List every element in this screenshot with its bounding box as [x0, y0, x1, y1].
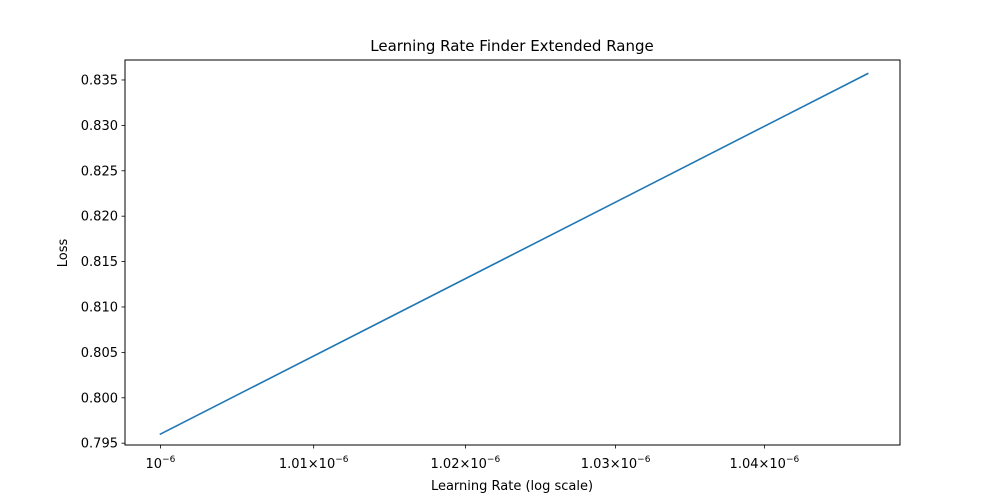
x-tick-label: 1.01×10−6 — [279, 455, 349, 472]
series-line-loss — [159, 72, 869, 436]
x-tick-label: 1.02×10−6 — [431, 455, 501, 472]
y-tick-label: 0.805 — [81, 346, 118, 361]
chart-title: Learning Rate Finder Extended Range — [370, 37, 654, 55]
y-tick-label: 0.795 — [81, 437, 118, 452]
y-tick-label: 0.815 — [81, 255, 118, 270]
plot-area: 0.795 0.800 0.805 0.810 0.815 0.820 0.825 0.830… — [81, 72, 869, 472]
y-tick-label: 0.800 — [81, 391, 118, 406]
y-tick-label: 0.810 — [81, 300, 118, 315]
y-tick-label: 0.835 — [81, 73, 118, 88]
x-tick-label: 1.04×10−6 — [730, 455, 800, 472]
x-tick-label: 1.03×10−6 — [581, 455, 651, 472]
x-tick-label: 10−6 — [146, 455, 176, 472]
y-tick-label: 0.830 — [81, 119, 118, 134]
axes-frame — [124, 59, 901, 446]
y-tick-label: 0.820 — [81, 210, 118, 225]
y-axis-label: Loss — [56, 239, 71, 268]
x-axis-label: Learning Rate (log scale) — [431, 479, 593, 494]
y-tick-label: 0.825 — [81, 164, 118, 179]
